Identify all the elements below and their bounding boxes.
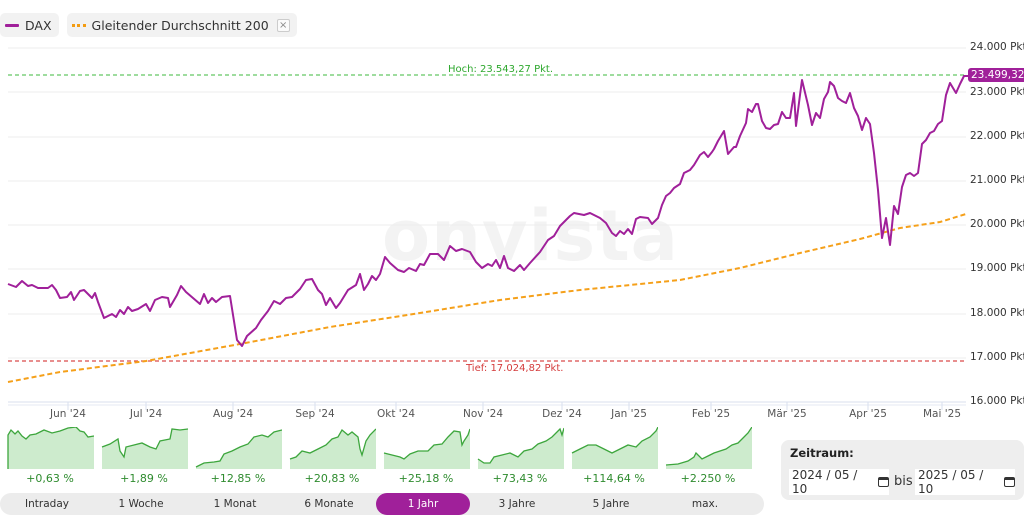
x-tick: Mär '25 [767, 408, 807, 420]
y-tick: 23.000 Pkt. [970, 86, 1024, 98]
moving-average-line [7, 213, 967, 383]
tab-intraday[interactable]: Intraday [25, 498, 69, 510]
sparkline-change: +12,85 % [210, 472, 266, 485]
line-solid-icon [5, 23, 19, 27]
sparkline-chart [665, 427, 752, 469]
range-separator: bis [894, 474, 913, 489]
tab-6-monate[interactable]: 6 Monate [304, 498, 354, 510]
high-annotation: Hoch: 23.543,27 Pkt. [448, 64, 554, 75]
legend-item-moving-average[interactable]: Gleitender Durchschnitt 200 × [66, 13, 297, 37]
x-tick: Feb '25 [691, 408, 731, 420]
x-tick: Apr '25 [849, 408, 887, 420]
calendar-icon[interactable] [1004, 477, 1015, 487]
sparkline-chart [195, 429, 282, 469]
sparkline-max[interactable]: +2.250 % [661, 427, 755, 485]
sparkline-chart [477, 427, 564, 469]
y-tick: 16.000 Pkt. [970, 395, 1024, 407]
sparkline-chart [571, 427, 658, 469]
date-to-input[interactable]: 2025 / 05 / 10 [915, 468, 1015, 496]
sparkline-chart [383, 428, 470, 469]
y-tick: 18.000 Pkt. [970, 307, 1024, 319]
tab-1-jahr[interactable]: 1 Jahr [376, 493, 470, 515]
sparkline-change: +2.250 % [680, 472, 736, 485]
sparkline-chart [7, 427, 94, 469]
calendar-icon[interactable] [878, 477, 889, 487]
range-title: Zeitraum: [790, 446, 854, 460]
legend-label: Gleitender Durchschnitt 200 [91, 17, 269, 33]
date-from-value: 2024 / 05 / 10 [792, 468, 858, 496]
sparkline-change: +25,18 % [398, 472, 454, 485]
y-tick: 20.000 Pkt. [970, 218, 1024, 230]
sparkline-6-monate[interactable]: +20,83 % [285, 427, 379, 485]
date-range-panel: Zeitraum: 2024 / 05 / 10 bis 2025 / 05 /… [781, 440, 1024, 500]
x-tick: Jun '24 [50, 408, 86, 420]
y-tick: 22.000 Pkt. [970, 130, 1024, 142]
y-tick: 19.000 Pkt. [970, 262, 1024, 274]
date-to-value: 2025 / 05 / 10 [918, 468, 984, 496]
legend-label: DAX [25, 17, 52, 33]
sparkline-intraday[interactable]: +0,63 % [3, 427, 97, 485]
legend-item-dax[interactable]: DAX [0, 13, 59, 37]
sparkline-3-jahre[interactable]: +73,43 % [473, 427, 567, 485]
sparkline-chart [101, 428, 188, 469]
line-dotted-icon [71, 23, 86, 27]
tab-5-jahre[interactable]: 5 Jahre [592, 498, 630, 510]
period-tabs: Intraday 1 Woche 1 Monat 6 Monate 1 Jahr… [0, 493, 764, 515]
date-from-input[interactable]: 2024 / 05 / 10 [789, 468, 889, 496]
x-tick: Jan '25 [611, 408, 647, 420]
price-chart[interactable]: onvista [0, 0, 1024, 430]
y-tick: 21.000 Pkt. [970, 174, 1024, 186]
sparkline-change: +20,83 % [304, 472, 360, 485]
x-tick: Sep '24 [295, 408, 335, 420]
y-tick: 24.000 Pkt. [970, 41, 1024, 53]
y-tick: 17.000 Pkt. [970, 351, 1024, 363]
x-tick: Okt '24 [376, 408, 416, 420]
low-annotation: Tief: 17.024,82 Pkt. [466, 363, 564, 374]
sparkline-change: +73,43 % [492, 472, 548, 485]
tab-1-monat[interactable]: 1 Monat [213, 498, 257, 510]
last-value-badge: 23.499,32 [968, 68, 1024, 82]
sparkline-1-woche[interactable]: +1,89 % [97, 427, 191, 485]
sparkline-change: +114,64 % [583, 472, 645, 485]
sparkline-5-jahre[interactable]: +114,64 % [567, 427, 661, 485]
tab-1-woche[interactable]: 1 Woche [118, 498, 164, 510]
chart-legend: DAX Gleitender Durchschnitt 200 × [0, 13, 297, 37]
gridlines [8, 47, 966, 359]
sparkline-change: +1,89 % [120, 472, 168, 485]
sparkline-1-jahr[interactable]: +25,18 % [379, 427, 473, 485]
dax-line [7, 75, 968, 347]
tab-3-jahre[interactable]: 3 Jahre [498, 498, 536, 510]
sparkline-chart [289, 428, 376, 469]
sparkline-1-monat[interactable]: +12,85 % [191, 427, 285, 485]
x-tick: Nov '24 [462, 408, 504, 420]
x-tick: Jul '24 [129, 408, 163, 420]
close-icon[interactable]: × [276, 18, 290, 32]
sparkline-change: +0,63 % [26, 472, 74, 485]
tab-max[interactable]: max. [691, 498, 719, 510]
chart-canvas [7, 47, 968, 410]
x-tick: Dez '24 [542, 408, 582, 420]
x-tick: Aug '24 [212, 408, 254, 420]
period-sparklines: +0,63 % +1,89 % +12,85 % +20,83 % +25,18… [3, 427, 755, 485]
x-tick: Mai '25 [923, 408, 961, 420]
